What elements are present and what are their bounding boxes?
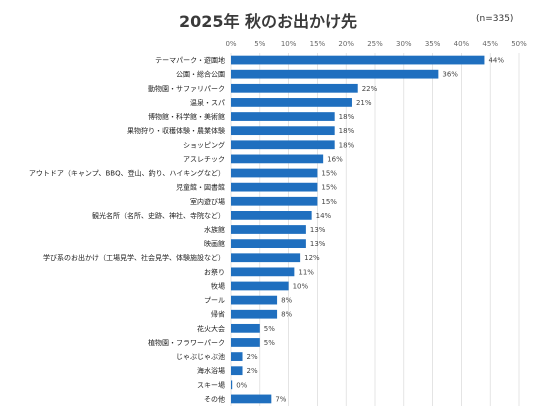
category-label: 学び系のお出かけ（工場見学、社会見学、体験施設など） xyxy=(43,253,225,262)
category-label: スキー場 xyxy=(197,380,225,389)
chart-title: 2025年 秋のお出かけ先 xyxy=(178,12,358,31)
bar xyxy=(231,338,260,347)
bar xyxy=(231,281,289,291)
data-label: 36% xyxy=(442,71,458,79)
category-label: 温泉・スパ xyxy=(190,98,225,107)
x-tick-label: 25% xyxy=(367,40,383,48)
x-tick-label: 20% xyxy=(338,40,354,48)
category-label: その他 xyxy=(204,394,225,403)
category-label: 水族館 xyxy=(204,225,225,234)
data-label: 2% xyxy=(247,367,258,375)
bar xyxy=(231,309,278,319)
data-label: 8% xyxy=(281,311,292,319)
category-label: お祭り xyxy=(204,267,225,276)
bar xyxy=(231,323,260,333)
bar xyxy=(231,98,352,107)
category-label: 児童館・図書館 xyxy=(176,183,225,192)
category-label: 花火大会 xyxy=(197,324,225,333)
data-label: 14% xyxy=(316,212,332,220)
category-label: 動物園・サファリパーク xyxy=(148,84,225,93)
data-label: 15% xyxy=(321,184,337,192)
bar xyxy=(231,154,324,164)
data-label: 11% xyxy=(298,268,314,276)
data-label: 12% xyxy=(304,254,320,262)
bar xyxy=(231,267,295,277)
bar xyxy=(231,126,335,136)
data-label: 21% xyxy=(356,99,372,107)
category-label: じゃぶじゃぶ池 xyxy=(176,352,225,361)
data-label: 18% xyxy=(339,113,355,121)
x-tick-label: 50% xyxy=(511,40,527,48)
category-label: 公園・総合公園 xyxy=(176,70,225,79)
bar xyxy=(231,69,439,79)
bar xyxy=(231,380,233,390)
category-label: アウトドア（キャンプ、BBQ、登山、釣り、ハイキングなど） xyxy=(29,169,225,178)
bar xyxy=(231,239,306,248)
category-label: 室内遊び場 xyxy=(190,197,225,206)
data-label: 8% xyxy=(281,297,292,305)
bar xyxy=(231,253,301,263)
x-tick-label: 35% xyxy=(425,40,441,48)
category-label: 植物園・フラワーパーク xyxy=(148,338,225,347)
bar xyxy=(231,83,358,93)
category-label: 博物館・科学館・美術館 xyxy=(148,112,225,121)
x-tick-label: 40% xyxy=(454,40,470,48)
sample-size-note: (n=335) xyxy=(476,14,514,24)
bar xyxy=(231,394,272,404)
category-label: アスレチック xyxy=(183,155,225,163)
data-label: 16% xyxy=(327,155,343,163)
bar xyxy=(231,140,335,150)
x-tick-label: 0% xyxy=(225,40,236,48)
bar xyxy=(231,168,318,178)
data-label: 18% xyxy=(339,127,355,135)
x-tick-label: 45% xyxy=(482,40,498,48)
data-label: 10% xyxy=(293,282,309,290)
category-label: プール xyxy=(204,297,225,305)
x-tick-label: 30% xyxy=(396,40,412,48)
bar xyxy=(231,211,312,220)
data-label: 7% xyxy=(275,395,286,403)
category-label: 果物狩り・収穫体験・農業体験 xyxy=(127,126,225,135)
data-label: 15% xyxy=(321,170,337,178)
data-label: 13% xyxy=(310,226,326,234)
x-tick-label: 5% xyxy=(254,40,265,48)
data-label: 13% xyxy=(310,240,326,248)
category-label: 帰省 xyxy=(211,310,225,319)
data-label: 0% xyxy=(236,381,247,389)
category-label: 海水浴場 xyxy=(197,366,225,375)
bar xyxy=(231,112,335,121)
data-label: 15% xyxy=(321,198,337,206)
bar xyxy=(231,295,278,305)
category-label: 観光名所（名所、史跡、神社、寺院など） xyxy=(92,211,225,220)
data-label: 18% xyxy=(339,141,355,149)
category-label: ショッピング xyxy=(183,140,225,149)
data-label: 5% xyxy=(264,339,275,347)
bar xyxy=(231,366,243,376)
bar xyxy=(231,225,306,234)
category-label: 映画館 xyxy=(204,239,225,248)
data-label: 44% xyxy=(488,57,504,65)
x-tick-label: 15% xyxy=(310,40,326,48)
data-label: 2% xyxy=(247,353,258,361)
bar xyxy=(231,196,318,206)
category-label: テーマパーク・遊園地 xyxy=(155,56,225,65)
data-label: 22% xyxy=(362,85,378,93)
x-tick-label: 10% xyxy=(281,40,297,48)
category-label: 牧場 xyxy=(211,281,225,290)
data-label: 5% xyxy=(264,325,275,333)
bar xyxy=(231,352,243,361)
bar xyxy=(231,55,485,65)
bar xyxy=(231,182,318,192)
